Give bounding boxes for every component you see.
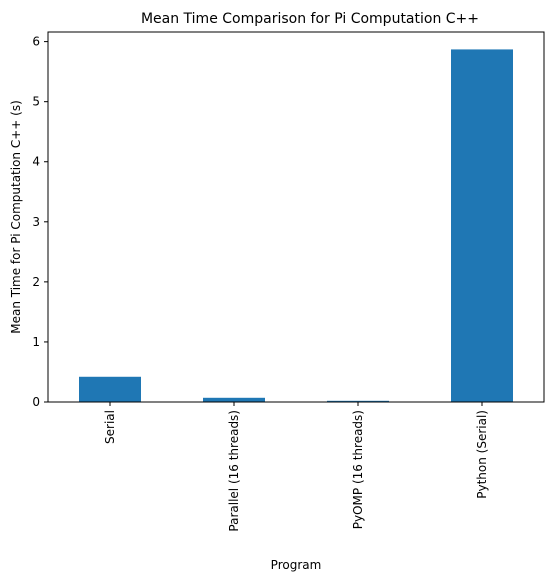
bar-3	[451, 49, 513, 403]
plot-area: 0 1 2 3 4 5 6 Serial Parallel (16 threads) PyOMP …	[32, 31, 545, 532]
axes-frame	[47, 31, 545, 403]
x-tick-label-2: PyOMP (16 threads)	[351, 410, 365, 529]
x-tick-label-1: Parallel (16 threads)	[227, 410, 241, 532]
y-tick-label-4: 4	[32, 155, 40, 169]
bar-1	[203, 397, 265, 402]
y-tick-label-0: 0	[32, 395, 40, 409]
bar-0	[79, 376, 141, 402]
y-tick-label-3: 3	[32, 215, 40, 229]
y-tick-label-6: 6	[32, 35, 40, 49]
y-tick-label-5: 5	[32, 95, 40, 109]
bar-2	[327, 400, 389, 402]
y-tick-label-1: 1	[32, 335, 40, 349]
x-tick-label-0: Serial	[103, 410, 117, 444]
chart-title: Mean Time Comparison for Pi Computation …	[141, 11, 479, 27]
y-axis-label: Mean Time for Pi Computation C++ (s)	[9, 100, 23, 334]
x-tick-label-3: Python (Serial)	[475, 410, 489, 499]
x-axis-label: Program	[271, 558, 322, 572]
y-tick-label-2: 2	[32, 275, 40, 289]
